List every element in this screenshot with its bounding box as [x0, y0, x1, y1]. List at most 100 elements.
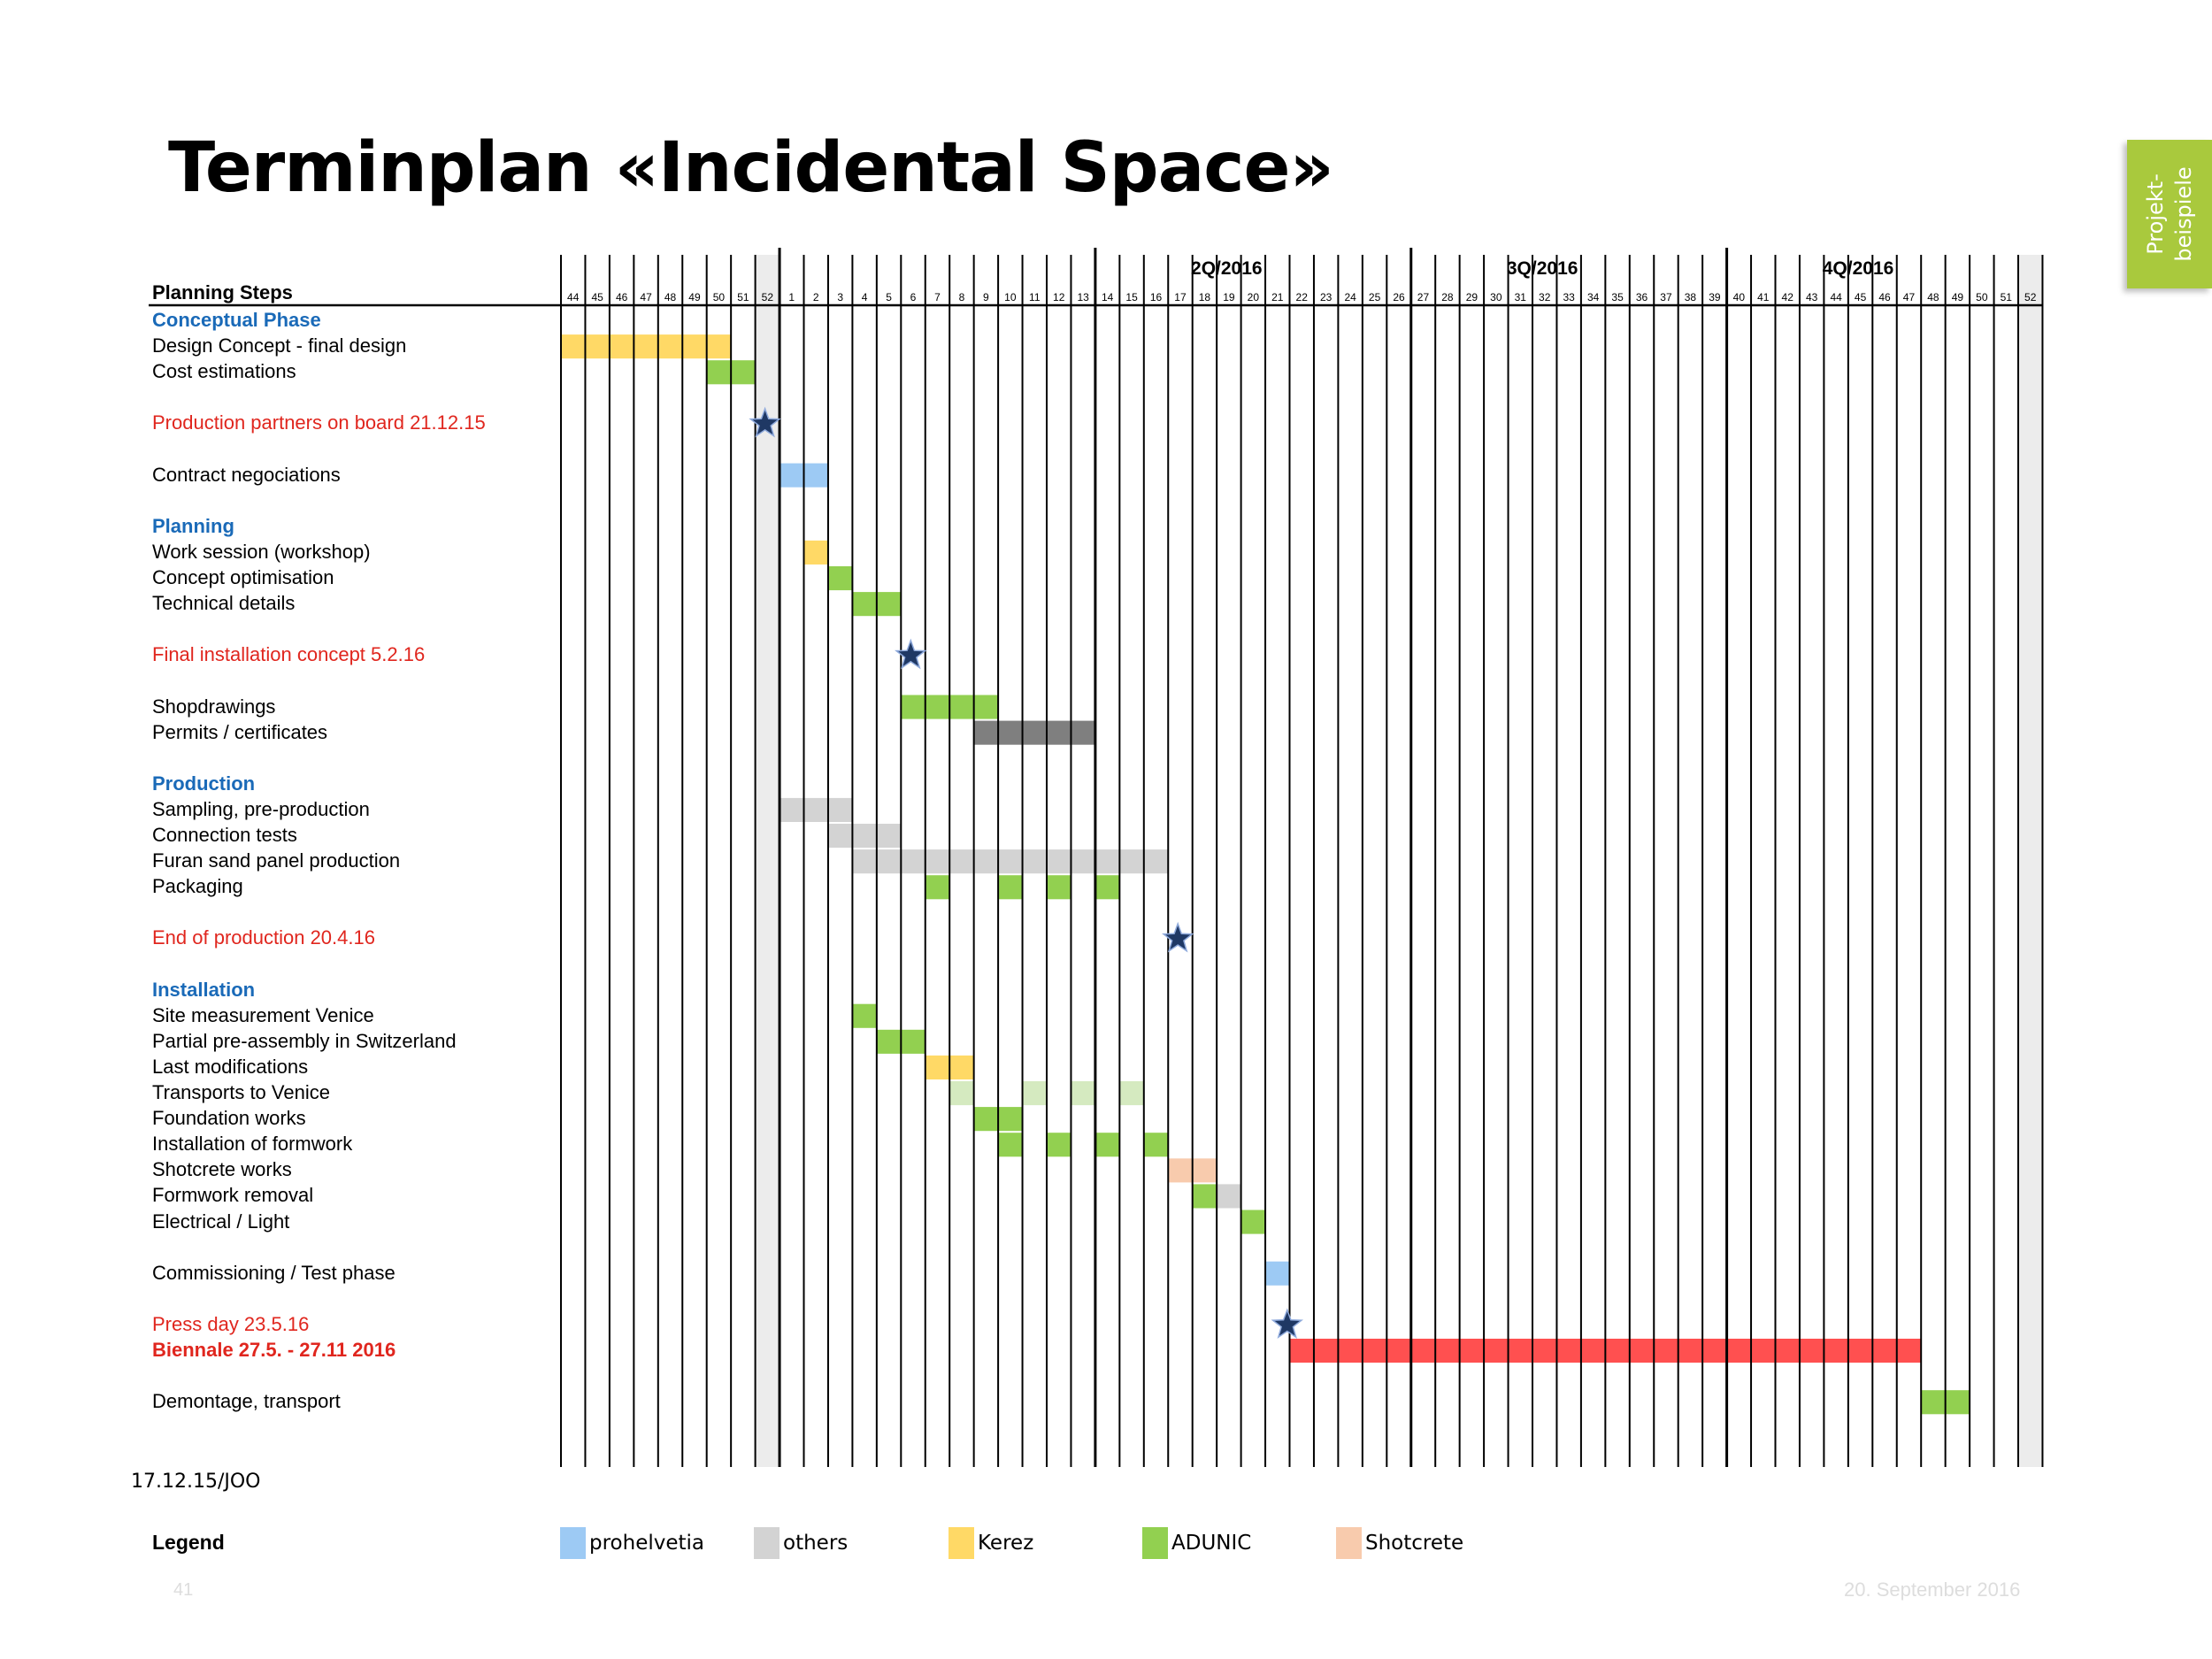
quarter-label: 3Q/2016	[1507, 258, 1578, 279]
week-number: 51	[737, 291, 749, 303]
task-label: Commissioning / Test phase	[152, 1261, 396, 1284]
task-label: Design Concept - final design	[152, 334, 407, 357]
legend-swatch	[754, 1527, 780, 1559]
task-label: Connection tests	[152, 824, 297, 846]
week-number: 34	[1587, 291, 1600, 303]
task-label: Concept optimisation	[152, 566, 334, 588]
task-label: Cost estimations	[152, 360, 296, 383]
task-bar	[1143, 1133, 1169, 1157]
task-bar	[1094, 1133, 1120, 1157]
week-number: 22	[1296, 291, 1309, 303]
week-number: 5	[886, 291, 892, 303]
week-number: 42	[1782, 291, 1794, 303]
phase-heading: Production	[152, 772, 256, 795]
legend-swatch	[1336, 1527, 1362, 1559]
week-number: 44	[1830, 291, 1842, 303]
week-number: 49	[1952, 291, 1964, 303]
section-tab[interactable]: Projekt- beispiele	[2127, 140, 2212, 288]
legend-swatch	[1142, 1527, 1168, 1559]
legend-label: prohelvetia	[589, 1532, 705, 1555]
task-label: Sampling, pre-production	[152, 797, 370, 820]
week-number: 15	[1125, 291, 1138, 303]
task-bar	[1071, 1081, 1095, 1106]
week-number: 49	[688, 291, 701, 303]
week-number: 48	[664, 291, 677, 303]
task-bar	[1119, 1081, 1144, 1106]
task-label: Partial pre-assembly in Switzerland	[152, 1029, 457, 1052]
task-bar	[1047, 1133, 1071, 1157]
week-number: 25	[1369, 291, 1381, 303]
week-number: 29	[1466, 291, 1479, 303]
task-label: Contract negociations	[152, 463, 341, 486]
task-label: Foundation works	[152, 1107, 306, 1130]
task-label: Furan sand panel production	[152, 849, 401, 872]
week-number: 36	[1636, 291, 1648, 303]
week-number: 48	[1927, 291, 1939, 303]
week-number: 45	[591, 291, 603, 303]
week-number: 45	[1855, 291, 1867, 303]
week-number: 9	[983, 291, 989, 303]
week-number: 50	[1976, 291, 1988, 303]
week-number: 11	[1029, 291, 1041, 303]
week-number: 23	[1320, 291, 1333, 303]
week-number: 14	[1102, 291, 1114, 303]
legend-label: ADUNIC	[1171, 1532, 1252, 1555]
legend-item-others: others	[754, 1527, 848, 1559]
week-number: 21	[1271, 291, 1284, 303]
legend-swatch	[560, 1527, 586, 1559]
milestone-star	[1162, 921, 1194, 953]
task-bar	[780, 797, 853, 822]
quarter-label: 2Q/2016	[1191, 258, 1263, 279]
week-number: 12	[1053, 291, 1065, 303]
week-number: 47	[1903, 291, 1916, 303]
week-number: 50	[713, 291, 726, 303]
task-bar	[852, 849, 1169, 874]
week-number: 43	[1806, 291, 1818, 303]
task-label: Installation of formwork	[152, 1133, 353, 1156]
week-number: 10	[1004, 291, 1017, 303]
week-number: 37	[1660, 291, 1672, 303]
planning-steps-header: Planning Steps	[152, 281, 293, 303]
week-number: 4	[862, 291, 868, 303]
week-number: 38	[1685, 291, 1697, 303]
week-number: 46	[1878, 291, 1891, 303]
week-number: 31	[1515, 291, 1527, 303]
legend-item-shotcrete: Shotcrete	[1336, 1527, 1463, 1559]
week-number: 51	[2001, 291, 2013, 303]
week-number: 39	[1709, 291, 1721, 303]
week-number: 46	[616, 291, 628, 303]
task-bar	[998, 1133, 1023, 1157]
week-number: 32	[1539, 291, 1551, 303]
shaded-week-column	[2018, 255, 2043, 1467]
week-number: 7	[934, 291, 941, 303]
task-bar	[803, 540, 828, 565]
task-label: Site measurement Venice	[152, 1003, 374, 1026]
phase-heading: Installation	[152, 978, 256, 1001]
week-number: 35	[1611, 291, 1624, 303]
task-bar	[827, 566, 853, 591]
legend-swatch	[949, 1527, 974, 1559]
week-number: 33	[1563, 291, 1575, 303]
week-number: 19	[1223, 291, 1235, 303]
legend-label: others	[783, 1532, 849, 1555]
week-number: 8	[959, 291, 965, 303]
week-number: 52	[2024, 291, 2037, 303]
milestone-label: End of production 20.4.16	[152, 926, 375, 949]
week-number: 24	[1344, 291, 1356, 303]
milestone-star	[1271, 1308, 1303, 1339]
footer-date: 20. September 2016	[1844, 1578, 2021, 1601]
task-label: Electrical / Light	[152, 1210, 290, 1233]
week-number: 13	[1077, 291, 1089, 303]
week-number: 47	[640, 291, 652, 303]
quarter-label: 4Q/2016	[1823, 258, 1894, 279]
task-bar	[1094, 875, 1120, 900]
legend-item-adunic: ADUNIC	[1142, 1527, 1251, 1559]
task-label: Transports to Venice	[152, 1081, 330, 1103]
week-number: 18	[1199, 291, 1211, 303]
task-bar	[925, 875, 950, 900]
week-number: 1	[788, 291, 795, 303]
week-number: 28	[1441, 291, 1454, 303]
legend-title: Legend	[152, 1531, 225, 1554]
task-bar	[1240, 1210, 1266, 1234]
task-bar	[1265, 1261, 1290, 1286]
